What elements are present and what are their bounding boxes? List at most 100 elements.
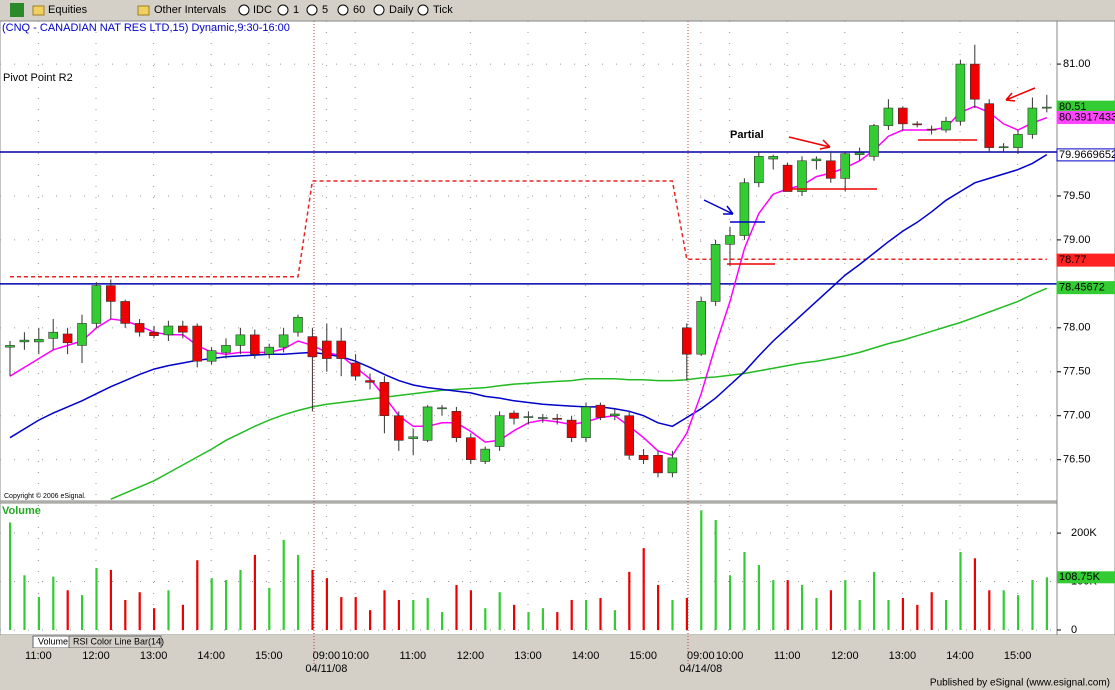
y-tick-label: 200K [1071, 527, 1097, 539]
candle-body [5, 345, 15, 348]
candle-body [753, 156, 764, 184]
annotation: Partial [730, 129, 764, 141]
volume-bar [181, 604, 184, 630]
volume-bar [1017, 595, 1020, 630]
candle-body [206, 350, 217, 362]
radio-icon[interactable] [277, 4, 289, 16]
volume-bar [455, 584, 458, 630]
tab-label[interactable]: RSI Color Line Bar(14) [73, 636, 164, 646]
tab-label[interactable]: Volume [38, 636, 68, 646]
toolbar-item[interactable]: Equities [48, 4, 88, 16]
candle-body [710, 243, 721, 302]
arrow [1005, 87, 1036, 102]
candle-body [523, 416, 534, 418]
volume-bar [441, 612, 444, 630]
volume-bar [916, 604, 919, 630]
volume-box-label: 108.75K [1059, 571, 1101, 583]
candle-body [19, 339, 30, 343]
candle-body [509, 412, 519, 419]
volume-bar [829, 590, 832, 630]
candle-body [278, 334, 289, 348]
volume-bar [354, 597, 357, 630]
candle-body [912, 123, 923, 126]
volume-bar [570, 599, 573, 630]
price-box-label: 79.9669652 [1059, 149, 1115, 161]
x-tick-label: 15:00 [1004, 650, 1032, 662]
toolbar-item[interactable]: Daily [389, 4, 414, 16]
volume-bar [815, 598, 818, 630]
toolbar-item[interactable]: 60 [353, 4, 365, 16]
candle-body [393, 415, 404, 441]
radio-icon[interactable] [417, 4, 429, 16]
folder-icon[interactable] [137, 5, 150, 16]
candle-body [854, 152, 865, 155]
radio-icon[interactable] [373, 4, 385, 16]
candle-body [984, 103, 995, 148]
candle-body [638, 454, 649, 460]
app-icon[interactable] [10, 3, 24, 17]
volume-bar [397, 599, 400, 630]
volume-bar [282, 539, 285, 630]
toolbar-item[interactable]: 5 [322, 4, 328, 16]
candle-body [134, 323, 145, 333]
toolbar-item[interactable]: Tick [433, 4, 453, 16]
radio-icon[interactable] [238, 4, 250, 16]
volume-bar [585, 599, 588, 630]
volume-bar [268, 587, 271, 630]
price-box [1056, 253, 1115, 267]
candle-body [408, 436, 419, 439]
toolbar-item[interactable]: IDC [253, 4, 272, 16]
candle-body [264, 346, 275, 355]
candle-body [465, 437, 476, 460]
candle-body [451, 411, 462, 439]
radio-icon[interactable] [337, 4, 349, 16]
volume-bar [239, 569, 242, 630]
x-tick-label: 13:00 [140, 650, 168, 662]
volume-bar [930, 592, 933, 630]
volume-bar [484, 608, 487, 630]
volume-bar [901, 598, 904, 630]
candle-body [811, 158, 822, 162]
candle-body [163, 325, 174, 336]
volume-bar [498, 592, 501, 630]
volume-bar [743, 551, 746, 630]
candle-body [998, 146, 1009, 149]
radio-icon[interactable] [306, 4, 318, 16]
candle-body [725, 235, 735, 245]
candle-body [33, 338, 44, 343]
x-tick-label: 09:00 [313, 650, 341, 662]
candle-body [91, 285, 102, 324]
volume-bar [383, 590, 386, 630]
volume-bar [671, 599, 674, 630]
candle-body [77, 323, 87, 346]
volume-bar [513, 604, 516, 630]
candle-body [62, 333, 73, 344]
date-label: 04/11/08 [305, 663, 347, 675]
indicator-line [110, 287, 1048, 500]
candle-body [552, 418, 563, 420]
candle-body [595, 404, 606, 418]
folder-icon[interactable] [32, 5, 45, 16]
plot: 76.5077.0077.5078.0079.0079.5081.000100K… [0, 21, 1097, 675]
volume-bar [685, 598, 688, 630]
candle-body [667, 457, 678, 474]
volume-bar [887, 599, 890, 630]
candle-body [955, 63, 966, 122]
candle-body [365, 380, 375, 383]
date-label: 04/14/08 [679, 663, 722, 675]
volume-bar [297, 554, 300, 630]
candle-body [250, 334, 260, 355]
candle-body [840, 153, 851, 179]
candle-body [120, 301, 130, 324]
candle-body [192, 325, 202, 362]
volume-bar [556, 612, 559, 630]
candle-body [883, 107, 894, 126]
x-tick-label: 09:00 [687, 650, 715, 662]
candle-body [537, 417, 548, 419]
toolbar-item[interactable]: Other Intervals [154, 4, 227, 16]
volume-bar [714, 520, 717, 630]
volume-bar [37, 597, 40, 630]
x-tick-label: 11:00 [774, 650, 801, 662]
toolbar-item[interactable]: 1 [293, 4, 299, 16]
footer: Published by eSignal (www.esignal.com) [930, 678, 1110, 689]
